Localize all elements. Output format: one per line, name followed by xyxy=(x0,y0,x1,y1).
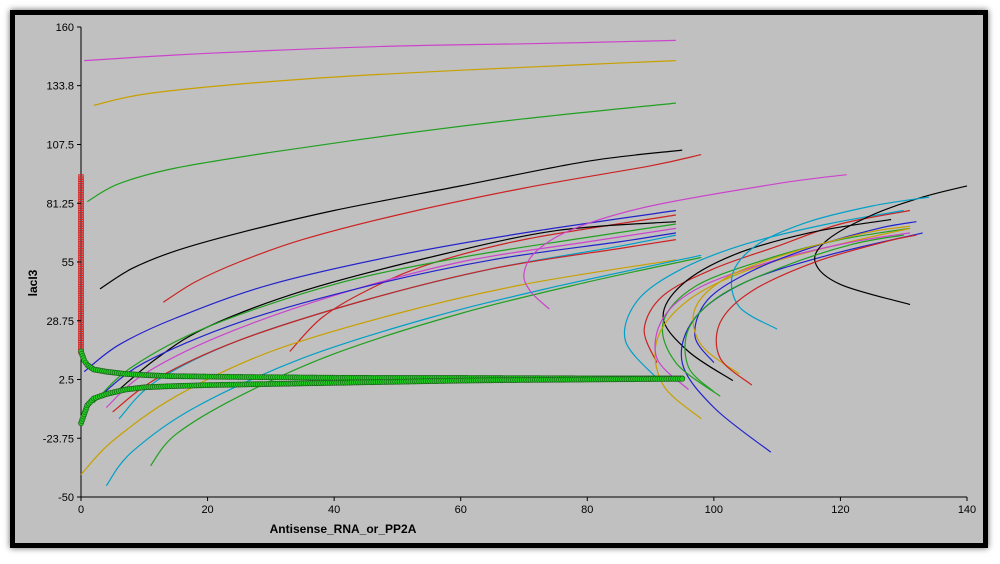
x-tick-label: 100 xyxy=(705,504,723,516)
series-line-19 xyxy=(662,218,892,382)
series-line-6 xyxy=(83,209,676,373)
window-frame: 0 20 40 60 80 100 120 140 160 133.8 107.5 81.25 55 28… xyxy=(10,10,988,548)
series-line-21 xyxy=(680,232,923,453)
series-line-29 xyxy=(715,234,917,386)
series-line-26 xyxy=(730,196,930,330)
series-line-27 xyxy=(694,221,917,364)
series-line-24 xyxy=(654,232,911,391)
series-line-5 xyxy=(162,154,702,303)
series-line-12 xyxy=(99,232,676,397)
scatter-series-2 xyxy=(78,348,686,382)
y-tick-label: 28.75 xyxy=(46,316,74,328)
series-line-17 xyxy=(523,174,847,310)
series-line-8 xyxy=(118,221,676,391)
series-line-1 xyxy=(84,39,676,62)
series-line-20 xyxy=(623,209,904,379)
x-axis-label: Antisense_RNA_or_PP2A xyxy=(270,522,417,536)
x-tick-label: 60 xyxy=(455,504,467,516)
plot-svg: 0 20 40 60 80 100 120 140 160 133.8 107.5 81.25 55 28… xyxy=(26,22,976,536)
x-tick-label: 20 xyxy=(201,504,213,516)
series-line-3 xyxy=(87,102,676,203)
y-axis-label: lacI3 xyxy=(26,269,40,296)
x-tick-label: 0 xyxy=(78,504,84,516)
tick-labels: 0 20 40 60 80 100 120 140 160 133.8 107.5 81.25 55 28… xyxy=(43,22,976,516)
series-line-7 xyxy=(289,214,676,352)
chart-panel: 0 20 40 60 80 100 120 140 160 133.8 107.5 81.25 55 28… xyxy=(15,15,983,543)
series-line-9 xyxy=(93,223,676,404)
y-tick-label: -23.75 xyxy=(43,433,74,445)
series-group xyxy=(80,39,968,487)
x-tick-label: 80 xyxy=(581,504,593,516)
scatter-series-1 xyxy=(78,174,84,355)
scatter-point xyxy=(679,375,686,382)
x-tick-label: 40 xyxy=(328,504,340,516)
series-line-25 xyxy=(814,185,968,306)
x-tick-label: 120 xyxy=(831,504,849,516)
series-line-4 xyxy=(99,149,683,290)
y-tick-label: 81.25 xyxy=(46,198,74,210)
y-tick-label: 107.5 xyxy=(46,140,74,152)
x-tick-label: 140 xyxy=(958,504,976,516)
y-tick-label: -50 xyxy=(58,492,74,504)
y-tick-label: 160 xyxy=(56,22,74,34)
scatter-group xyxy=(78,174,686,427)
series-line-16 xyxy=(150,256,702,467)
scatter-series-3 xyxy=(78,375,686,427)
y-tick-label: 2.5 xyxy=(59,375,74,387)
series-line-14 xyxy=(80,259,676,476)
series-line-22 xyxy=(661,227,911,397)
series-line-2 xyxy=(93,60,676,106)
series-line-18 xyxy=(643,209,911,363)
y-tick-label: 133.8 xyxy=(46,81,74,93)
series-line-28 xyxy=(692,225,911,375)
y-tick-label: 55 xyxy=(62,257,74,269)
series-line-15 xyxy=(105,254,702,487)
series-line-30 xyxy=(684,234,904,393)
